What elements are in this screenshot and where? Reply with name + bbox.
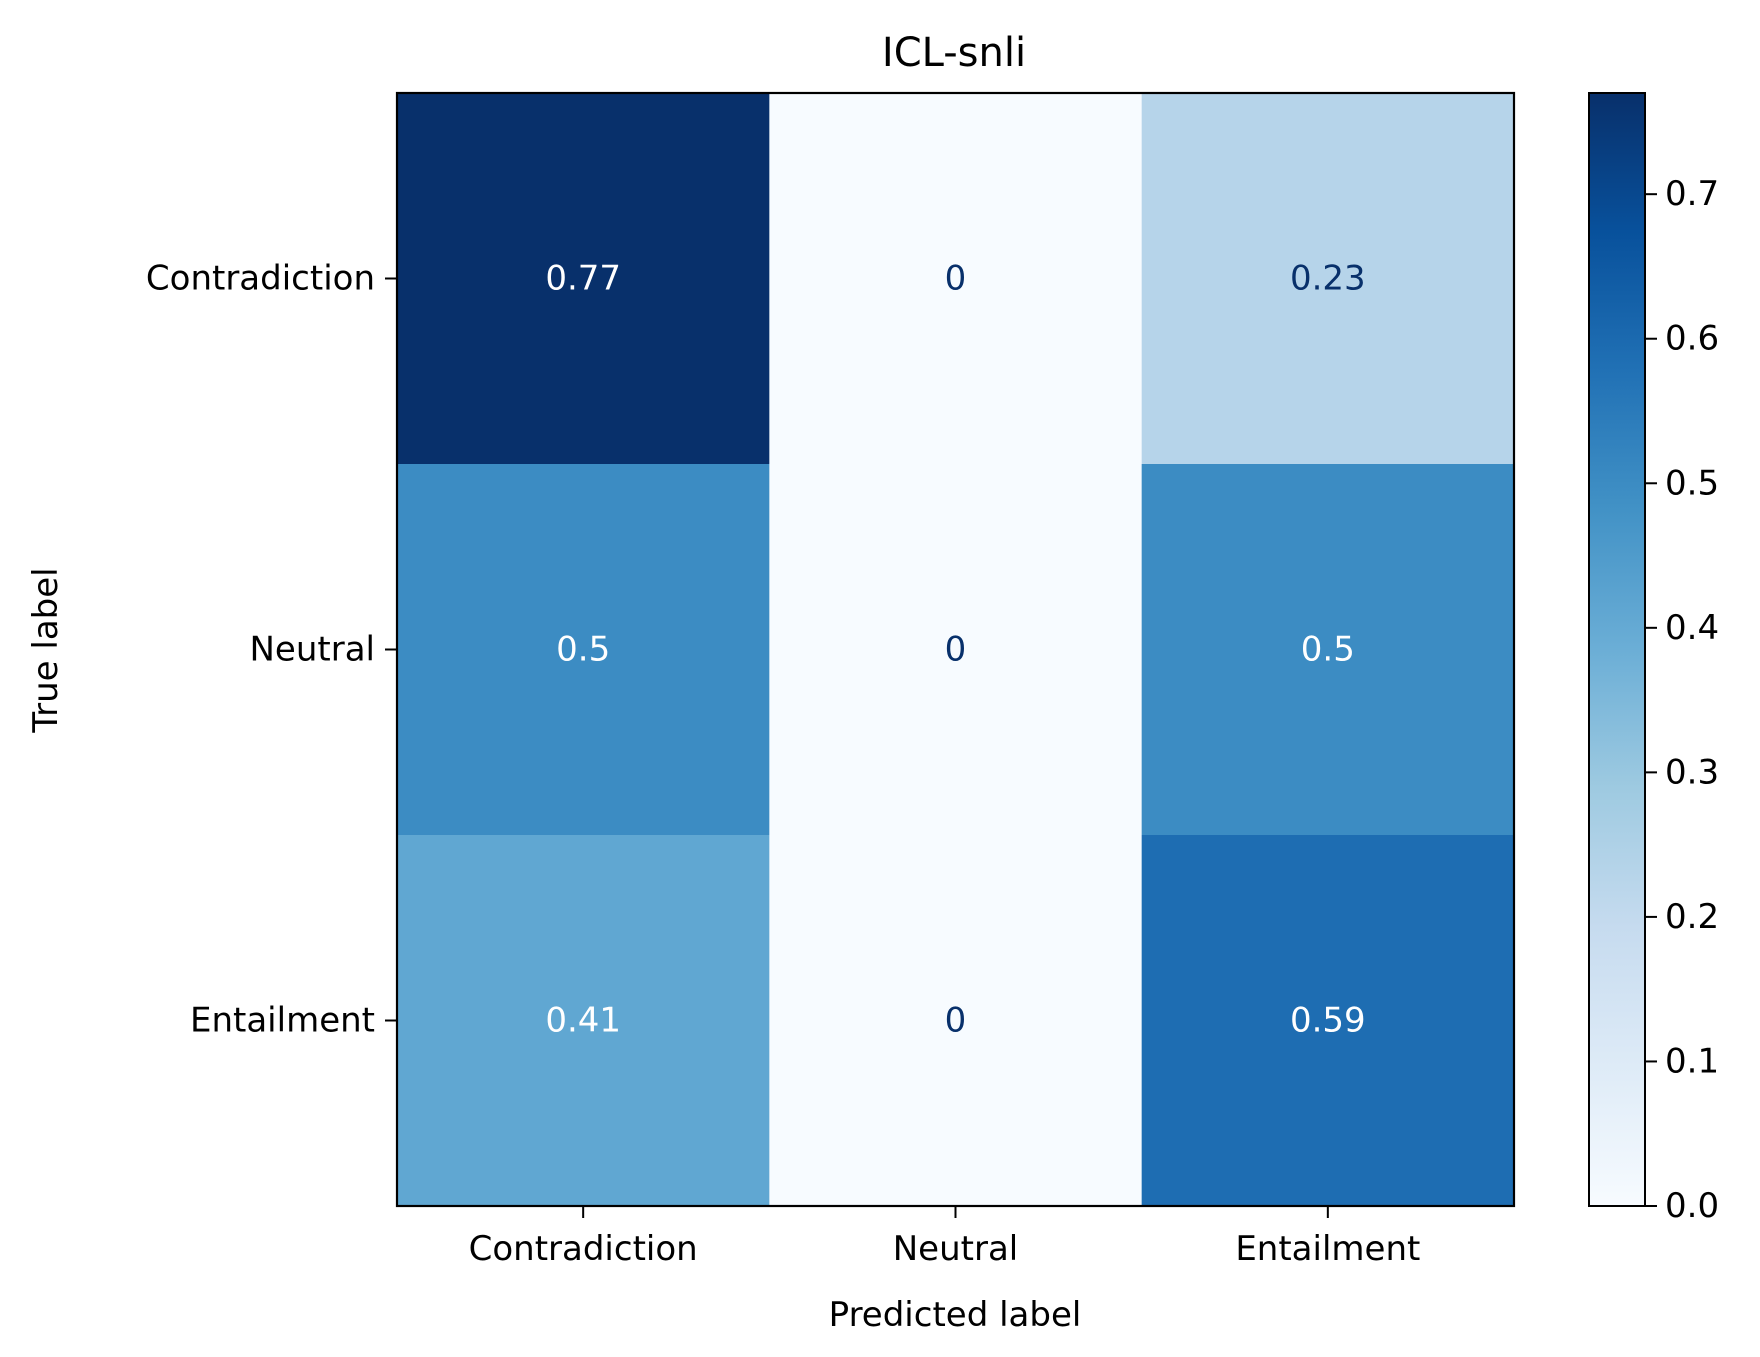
colorbar-tick-label: 0.0 <box>1665 1186 1719 1226</box>
cell-value-label: 0.41 <box>545 1001 621 1041</box>
cell-value-label: 0.77 <box>545 259 621 299</box>
cell-value-label: 0 <box>945 1001 967 1041</box>
cell-value-label: 0.59 <box>1290 1001 1366 1041</box>
heatmap-cell <box>1141 464 1515 836</box>
chart-title: ICL-snli <box>882 30 1026 76</box>
x-tick-label: Contradiction <box>469 1229 698 1269</box>
heatmap-cell <box>769 835 1143 1207</box>
cell-value-label: 0.5 <box>556 630 610 670</box>
heatmap-cell <box>397 93 770 465</box>
y-tick-label: Entailment <box>190 1001 375 1041</box>
colorbar-tick-label: 0.3 <box>1665 752 1719 792</box>
heatmap-cell-labels: 0.77 0 0.23 0.5 0 0.5 0.41 0 0.59 <box>545 259 1365 1041</box>
colorbar-tick-label: 0.5 <box>1665 463 1719 503</box>
x-axis: Contradiction Neutral Entailment <box>469 1206 1420 1269</box>
heatmap-cell <box>397 464 770 836</box>
x-tick-label: Entailment <box>1235 1229 1420 1269</box>
colorbar-tick-label: 0.1 <box>1665 1041 1719 1081</box>
colorbar-tick-label: 0.7 <box>1665 174 1719 214</box>
x-tick-label: Neutral <box>893 1229 1019 1269</box>
heatmap-cell <box>769 464 1143 836</box>
y-axis-label: True label <box>26 567 66 733</box>
heatmap-cell <box>1141 93 1515 465</box>
cell-value-label: 0.23 <box>1290 259 1366 299</box>
y-axis: Contradiction Neutral Entailment <box>146 259 397 1041</box>
y-tick-label: Contradiction <box>146 259 375 299</box>
heatmap-cell <box>397 835 770 1207</box>
heatmap-cell <box>1141 835 1515 1207</box>
colorbar-tick-label: 0.6 <box>1665 319 1719 359</box>
cell-value-label: 0.5 <box>1301 630 1355 670</box>
heatmap-cell <box>769 93 1143 465</box>
colorbar-tick-label: 0.4 <box>1665 608 1719 648</box>
cell-value-label: 0 <box>945 630 967 670</box>
x-axis-label: Predicted label <box>829 1295 1082 1335</box>
y-tick-label: Neutral <box>250 630 376 670</box>
colorbar-ticks: 0.0 0.1 0.2 0.3 0.4 0.5 0.6 0.7 <box>1645 174 1719 1226</box>
colorbar-tick-label: 0.2 <box>1665 897 1719 937</box>
heatmap-cells <box>397 93 1515 1207</box>
colorbar <box>1588 92 1646 1207</box>
cell-value-label: 0 <box>945 259 967 299</box>
